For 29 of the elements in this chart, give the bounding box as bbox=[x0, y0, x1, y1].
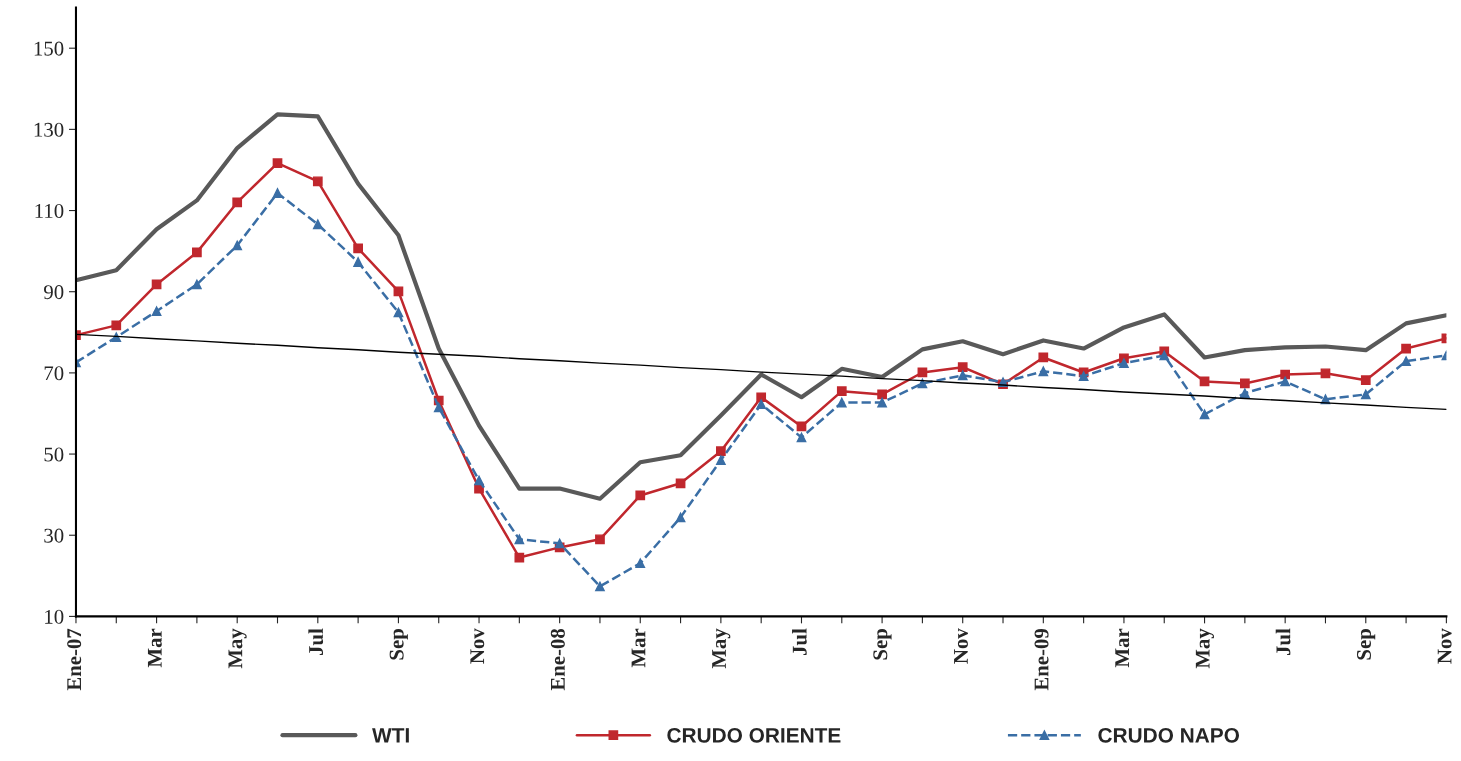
x-tick-label: Sep bbox=[1356, 629, 1376, 660]
x-tick-label: Jul bbox=[1275, 628, 1291, 656]
x-tick-label: Nov bbox=[954, 628, 968, 664]
x-tick-label: Mar bbox=[631, 628, 646, 668]
legend-label: CRUDO NAPO bbox=[1098, 727, 1239, 743]
x-tick-label: Mar bbox=[1115, 628, 1130, 668]
x-tick-label: Sep bbox=[873, 629, 892, 660]
y-tick-label: 30 bbox=[44, 528, 64, 543]
y-tick-label: 110 bbox=[35, 203, 64, 218]
y-tick-label: 130 bbox=[34, 122, 64, 137]
x-tick-label: Ene-09 bbox=[1034, 628, 1049, 691]
x-tick-label: Nov bbox=[470, 628, 485, 664]
x-tick-label: Sep bbox=[389, 629, 408, 660]
y-tick-label: 70 bbox=[44, 366, 64, 381]
x-tick-label: Jul bbox=[792, 628, 807, 656]
x-tick-label: Ene-08 bbox=[550, 628, 565, 691]
x-tick-label: Ene-07 bbox=[67, 628, 82, 691]
x-tick-label: Mar bbox=[147, 628, 162, 668]
x-tick-label: Nov bbox=[1437, 628, 1452, 664]
y-tick-label: 10 bbox=[45, 609, 64, 624]
x-tick-label: Jul bbox=[308, 628, 324, 656]
x-tick-label: May bbox=[1195, 628, 1214, 669]
y-tick-label: 150 bbox=[34, 41, 64, 56]
legend-label: CRUDO ORIENTE bbox=[667, 727, 841, 743]
y-tick-label: 90 bbox=[44, 285, 64, 300]
legend-label: WTI bbox=[372, 728, 409, 743]
y-tick-label: 50 bbox=[44, 447, 64, 462]
x-tick-label: May bbox=[228, 628, 247, 669]
x-tick-label: May bbox=[712, 628, 731, 669]
